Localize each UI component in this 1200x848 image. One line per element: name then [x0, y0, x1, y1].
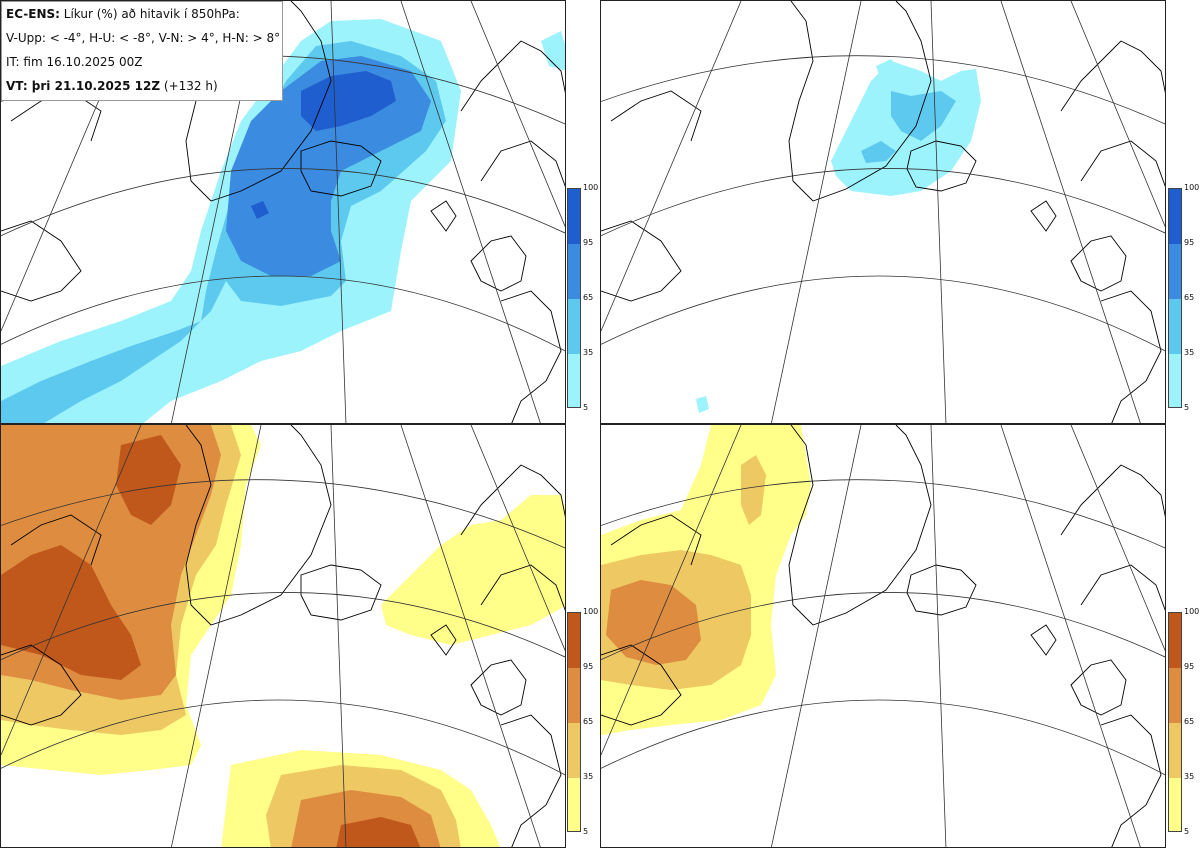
- map-v-n: [1, 425, 565, 847]
- colorbar-tick-label: 65: [1184, 293, 1195, 302]
- map-v-upp: [1, 1, 565, 423]
- probability-field-warm: [601, 425, 811, 735]
- colorbar-warm-v-n: 100 95 65 35 5: [567, 608, 599, 836]
- coastlines: [1, 425, 565, 847]
- probability-field-warm: [1, 425, 565, 847]
- colorbar-tick-label: 100: [1184, 183, 1200, 192]
- colorbar-tick-label: 5: [1184, 403, 1190, 412]
- info-title-line: EC-ENS: Líkur (%) að hitavik í 850hPa:: [6, 6, 278, 30]
- lead-time: (+132 h): [163, 79, 218, 93]
- map-panel-v-n: [0, 424, 566, 848]
- colorbar-gradient: [1168, 612, 1182, 832]
- colorbar-segment: [568, 613, 580, 668]
- map-h-u: [601, 1, 1165, 423]
- info-box: EC-ENS: Líkur (%) að hitavik í 850hPa: V…: [1, 1, 283, 101]
- issue-time: IT: fim 16.10.2025 00Z: [6, 55, 143, 69]
- colorbar-segment: [1169, 778, 1181, 831]
- colorbar-segment: [568, 354, 580, 407]
- map-panel-h-u: [600, 0, 1166, 424]
- colorbar-tick-label: 35: [1184, 772, 1195, 781]
- colorbar-segment: [1169, 668, 1181, 723]
- colorbar-tick-label: 65: [1184, 717, 1195, 726]
- colorbar-tick-label: 5: [583, 827, 589, 836]
- colorbar-tick-label: 100: [583, 607, 599, 616]
- graticule: [601, 1, 1165, 423]
- colorbar-tick-label: 65: [583, 293, 594, 302]
- colorbar-warm-h-n: 100 95 65 35 5: [1168, 608, 1200, 836]
- map-panel-h-n: [600, 424, 1166, 848]
- coastlines: [601, 1, 1165, 423]
- colorbar-gradient: [567, 612, 581, 832]
- probability-field-cold: [696, 59, 981, 413]
- colorbar-tick-label: 5: [1184, 827, 1190, 836]
- colorbar-tick-label: 35: [1184, 348, 1195, 357]
- colorbar-tick-label: 5: [583, 403, 589, 412]
- colorbar-cold-v-upp: 100 95 65 35 5: [567, 184, 599, 412]
- colorbar-segment: [568, 723, 580, 778]
- colorbar-tick-label: 100: [583, 183, 599, 192]
- map-h-n: [601, 425, 1165, 847]
- colorbar-tick-label: 95: [583, 238, 594, 247]
- colorbar-tick-label: 100: [1184, 607, 1200, 616]
- valid-time: VT: þri 21.10.2025 12Z: [6, 79, 161, 93]
- colorbar-segment: [1169, 299, 1181, 354]
- colorbar-segment: [568, 189, 580, 244]
- colorbar-segment: [1169, 354, 1181, 407]
- colorbar-tick-label: 95: [583, 662, 594, 671]
- colorbar-segment: [568, 299, 580, 354]
- model-label: EC-ENS:: [6, 7, 60, 21]
- title-text: Líkur (%) að hitavik í 850hPa:: [63, 7, 240, 21]
- colorbar-gradient: [1168, 188, 1182, 408]
- colorbar-segment: [1169, 244, 1181, 299]
- graticule: [601, 425, 1165, 847]
- colorbar-tick-label: 95: [1184, 662, 1195, 671]
- colorbar-segment: [568, 778, 580, 831]
- colorbar-tick-label: 95: [1184, 238, 1195, 247]
- colorbar-gradient: [567, 188, 581, 408]
- colorbar-segment: [1169, 189, 1181, 244]
- colorbar-tick-label: 65: [583, 717, 594, 726]
- colorbar-segment: [1169, 723, 1181, 778]
- colorbar-segment: [568, 668, 580, 723]
- graticule: [1, 425, 565, 847]
- legend-line: V-Upp: < -4°, H-U: < -8°, V-N: > 4°, H-N…: [6, 31, 281, 45]
- colorbar-cold-h-u: 100 95 65 35 5: [1168, 184, 1200, 412]
- coastlines: [601, 425, 1165, 847]
- valid-time-line: VT: þri 21.10.2025 12Z (+132 h): [6, 78, 278, 102]
- colorbar-tick-label: 35: [583, 772, 594, 781]
- probability-field-cold: [1, 19, 565, 423]
- coastlines: [1, 1, 565, 423]
- map-panel-v-upp: EC-ENS: Líkur (%) að hitavik í 850hPa: V…: [0, 0, 566, 424]
- colorbar-segment: [1169, 613, 1181, 668]
- colorbar-segment: [568, 244, 580, 299]
- colorbar-tick-label: 35: [583, 348, 594, 357]
